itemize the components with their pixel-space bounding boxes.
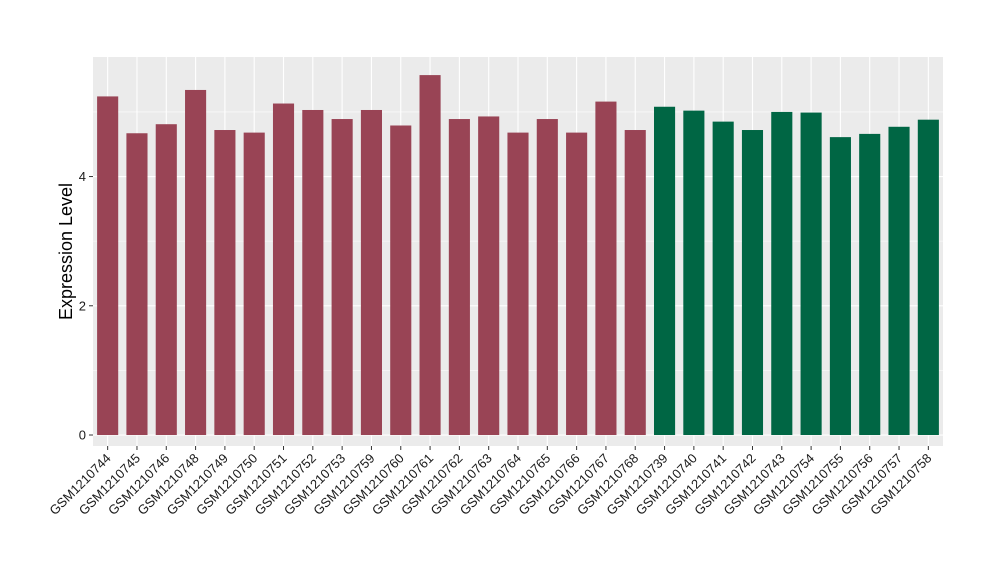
bar <box>155 124 177 436</box>
bar <box>536 119 558 436</box>
bar <box>243 132 265 436</box>
bar <box>272 103 295 436</box>
bar <box>829 137 851 436</box>
y-tick-label: 2 <box>79 298 86 313</box>
bar <box>97 96 119 436</box>
bar <box>595 101 617 436</box>
y-tick-label: 4 <box>79 169 86 184</box>
bar <box>771 111 793 436</box>
bar <box>624 130 646 436</box>
bar <box>507 132 529 436</box>
bar <box>185 89 207 436</box>
y-axis-title: Expression Level <box>56 183 76 320</box>
y-axis: 0 2 4 <box>79 169 93 443</box>
bar <box>448 119 470 436</box>
bars <box>97 75 939 436</box>
x-axis: GSM1210744GSM1210745GSM1210746GSM1210748… <box>46 446 934 518</box>
bar <box>917 119 939 436</box>
bar <box>566 132 588 436</box>
bar <box>126 133 148 436</box>
bar <box>654 106 676 436</box>
bar <box>360 109 382 436</box>
bar <box>741 130 764 436</box>
bar <box>712 121 734 436</box>
bar <box>800 112 822 436</box>
bar <box>302 109 324 436</box>
bar <box>888 126 910 436</box>
bar <box>419 75 441 436</box>
bar <box>859 133 881 436</box>
bar <box>683 110 705 436</box>
bar <box>214 130 236 436</box>
bar <box>331 119 353 436</box>
bar <box>390 125 412 436</box>
bar <box>478 116 500 436</box>
y-tick-label: 0 <box>79 428 86 443</box>
